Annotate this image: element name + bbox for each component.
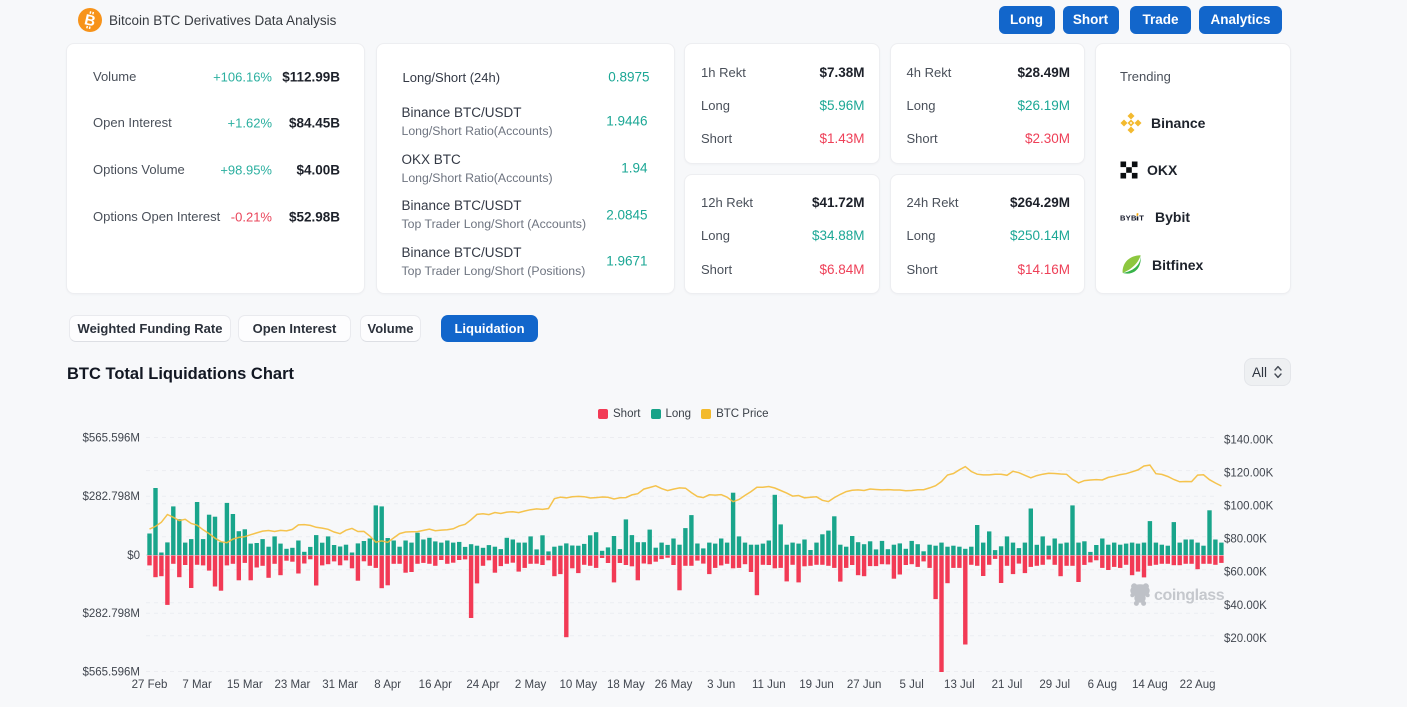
svg-text:18 May: 18 May — [607, 679, 645, 691]
svg-text:16 Apr: 16 Apr — [419, 679, 452, 691]
svg-text:31 Mar: 31 Mar — [322, 679, 358, 691]
svg-text:11 Jun: 11 Jun — [752, 679, 786, 691]
svg-text:24 Apr: 24 Apr — [466, 679, 499, 691]
svg-text:$120.00K: $120.00K — [1224, 468, 1274, 480]
svg-text:21 Jul: 21 Jul — [992, 679, 1023, 691]
svg-text:26 May: 26 May — [655, 679, 693, 691]
svg-text:3 Jun: 3 Jun — [707, 679, 735, 691]
svg-text:$40.00K: $40.00K — [1224, 600, 1267, 612]
svg-text:$140.00K: $140.00K — [1224, 435, 1274, 447]
svg-text:23 Mar: 23 Mar — [275, 679, 311, 691]
svg-text:T: T — [1139, 213, 1144, 222]
svg-text:BYB: BYB — [1120, 213, 1137, 222]
svg-text:B: B — [83, 11, 98, 30]
svg-text:coinglass: coinglass — [1154, 587, 1225, 604]
svg-text:13 Jul: 13 Jul — [944, 679, 975, 691]
svg-text:$282.798M: $282.798M — [82, 608, 140, 620]
svg-text:$0: $0 — [127, 550, 140, 562]
svg-text:5 Jul: 5 Jul — [900, 679, 924, 691]
svg-text:$565.596M: $565.596M — [82, 667, 140, 679]
svg-text:14 Aug: 14 Aug — [1132, 679, 1168, 691]
svg-text:$100.00K: $100.00K — [1224, 501, 1274, 513]
svg-text:6 Aug: 6 Aug — [1088, 679, 1117, 691]
svg-text:$80.00K: $80.00K — [1224, 534, 1267, 546]
svg-text:27 Jun: 27 Jun — [847, 679, 882, 691]
svg-text:29 Jul: 29 Jul — [1039, 679, 1070, 691]
svg-text:$565.596M: $565.596M — [82, 433, 140, 445]
svg-text:$60.00K: $60.00K — [1224, 567, 1267, 579]
svg-text:$282.798M: $282.798M — [82, 491, 140, 503]
svg-text:7 Mar: 7 Mar — [182, 679, 212, 691]
svg-text:15 Mar: 15 Mar — [227, 679, 263, 691]
svg-text:8 Apr: 8 Apr — [374, 679, 401, 691]
svg-text:$20.00K: $20.00K — [1224, 633, 1267, 645]
svg-text:27 Feb: 27 Feb — [132, 679, 168, 691]
svg-text:10 May: 10 May — [559, 679, 597, 691]
svg-text:2 May: 2 May — [515, 679, 547, 691]
svg-text:22 Aug: 22 Aug — [1180, 679, 1216, 691]
svg-text:19 Jun: 19 Jun — [799, 679, 834, 691]
